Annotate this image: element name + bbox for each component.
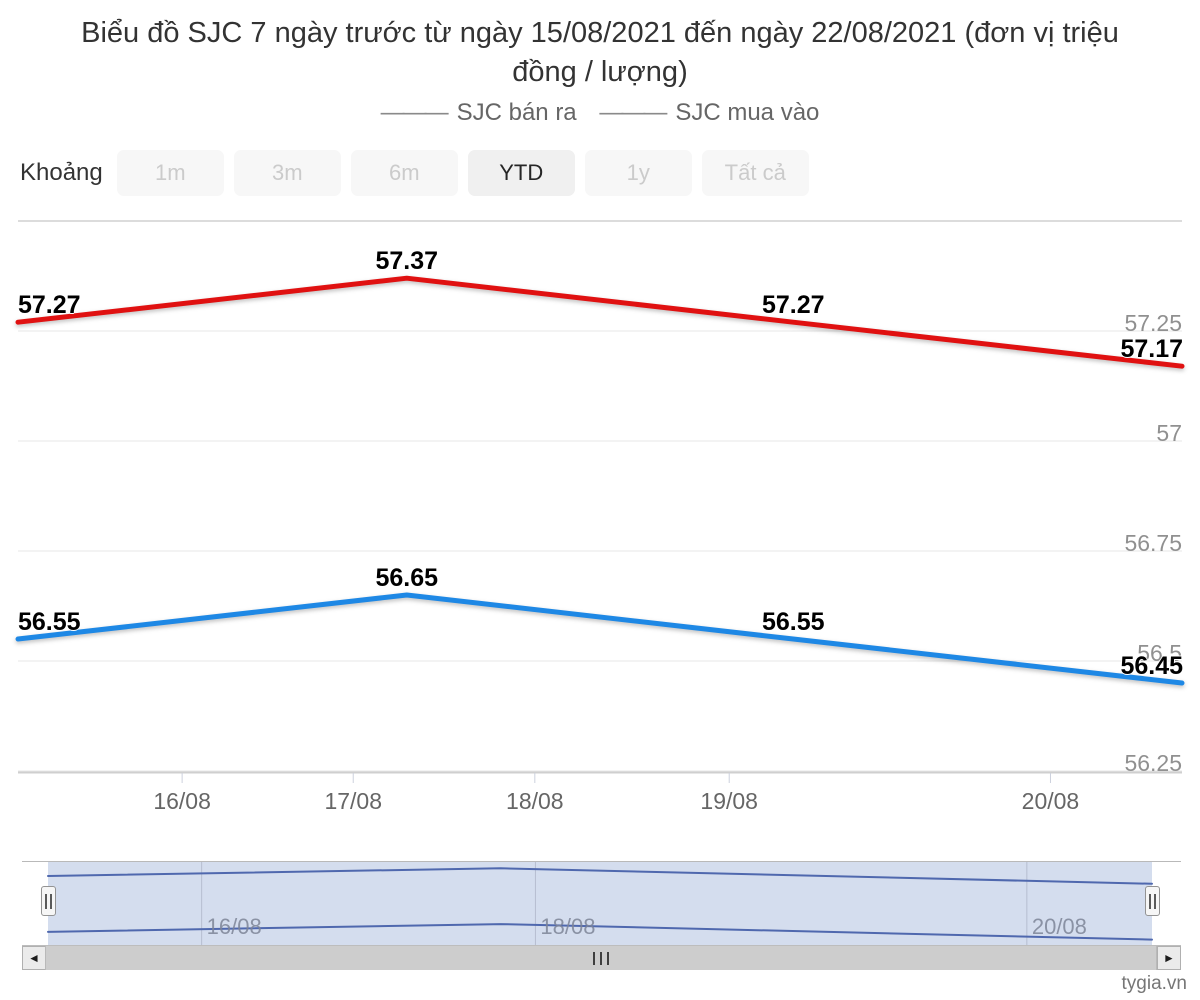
scrollbar-left-button[interactable]: ◄ bbox=[22, 946, 46, 970]
right-arrow-icon: ► bbox=[1163, 951, 1175, 965]
navigator-right-handle[interactable] bbox=[1145, 886, 1160, 916]
scrollbar-thumb[interactable] bbox=[45, 946, 1157, 970]
legend-label-sjc-ban-ra: SJC bán ra bbox=[456, 99, 577, 126]
chart-title: Biểu đồ SJC 7 ngày trước từ ngày 15/08/2… bbox=[81, 17, 1119, 88]
range-button-ytd[interactable]: YTD bbox=[467, 150, 575, 196]
range-selector: Khoảng 1m 3m 6m YTD 1y Tất cả bbox=[20, 150, 809, 196]
legend-item-sjc-ban-ra[interactable]: ——— SJC bán ra bbox=[381, 99, 577, 126]
navigator-outline bbox=[22, 861, 1181, 862]
left-arrow-icon: ◄ bbox=[28, 951, 40, 965]
navigator-mask[interactable] bbox=[48, 862, 1152, 945]
legend-line-icon: ——— bbox=[380, 99, 449, 126]
legend-item-sjc-mua-vao[interactable]: ——— SJC mua vào bbox=[599, 99, 819, 126]
handle-grip-icon bbox=[1149, 893, 1156, 909]
navigator-left-handle[interactable] bbox=[41, 886, 56, 916]
scrollbar[interactable]: ◄ ► bbox=[22, 945, 1181, 970]
range-selector-label: Khoảng bbox=[20, 159, 103, 186]
legend-label-sjc-mua-vao: SJC mua vào bbox=[675, 99, 820, 126]
range-button-3m[interactable]: 3m bbox=[233, 150, 341, 196]
range-button-1y[interactable]: 1y bbox=[584, 150, 692, 196]
scrollbar-grip-icon bbox=[593, 951, 609, 965]
range-button-6m[interactable]: 6m bbox=[350, 150, 458, 196]
range-button-all[interactable]: Tất cả bbox=[701, 150, 809, 196]
scrollbar-right-button[interactable]: ► bbox=[1157, 946, 1181, 970]
legend: ——— SJC bán ra ——— SJC mua vào bbox=[0, 99, 1200, 127]
range-button-1m[interactable]: 1m bbox=[116, 150, 224, 196]
watermark-link[interactable]: tygia.vn bbox=[1121, 973, 1187, 994]
handle-grip-icon bbox=[45, 893, 52, 909]
legend-line-icon: ——— bbox=[599, 99, 667, 126]
